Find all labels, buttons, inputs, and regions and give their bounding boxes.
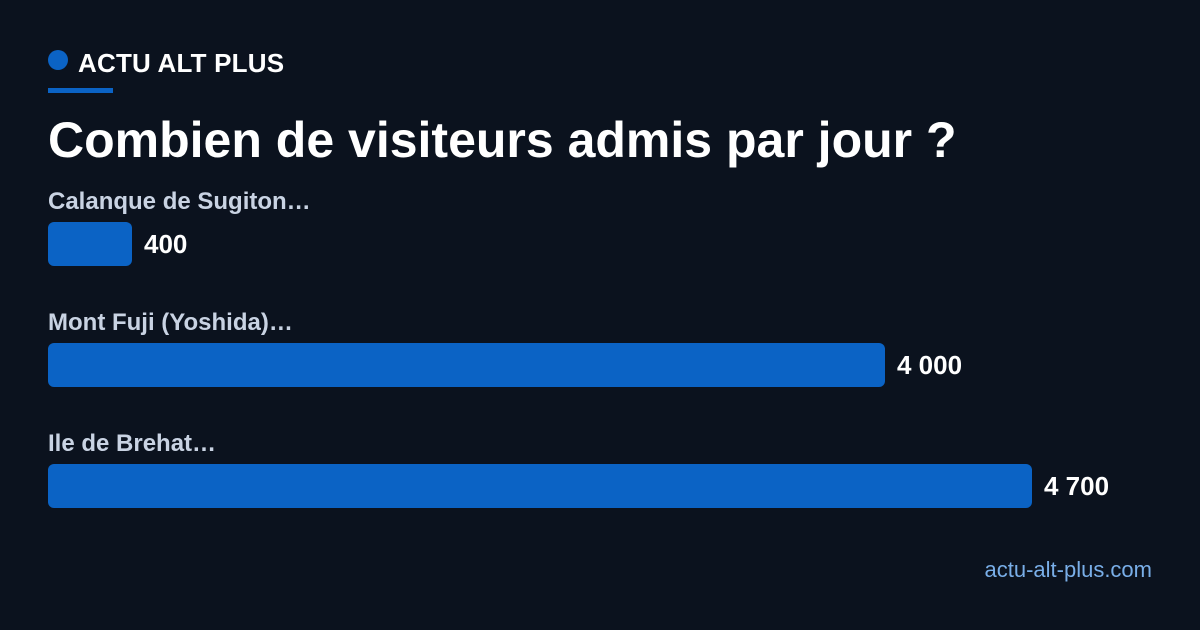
chart-row: Ile de Brehat… 4 700: [48, 428, 1152, 528]
category-label: Mont Fuji (Yoshida)…: [48, 309, 293, 336]
value-label: 400: [144, 229, 188, 259]
bar: [48, 343, 885, 387]
category-label: Ile de Brehat…: [48, 430, 217, 457]
brand: ACTU ALT PLUS: [48, 46, 284, 80]
category-label: Calanque de Sugiton…: [48, 188, 311, 215]
bar: [48, 222, 132, 266]
chart-title: Combien de visiteurs admis par jour ?: [48, 112, 957, 168]
value-label: 4 000: [897, 350, 963, 380]
value-label: 4 700: [1044, 471, 1110, 501]
chart-row: Calanque de Sugiton… 400: [48, 186, 1152, 286]
brand-name: ACTU ALT PLUS: [78, 47, 285, 78]
bar: [48, 464, 1032, 508]
brand-dot-icon: [48, 50, 68, 70]
site-url: actu-alt-plus.com: [984, 557, 1152, 582]
chart-row: Mont Fuji (Yoshida)… 4 000: [48, 307, 1152, 407]
brand-underline: [48, 88, 113, 93]
